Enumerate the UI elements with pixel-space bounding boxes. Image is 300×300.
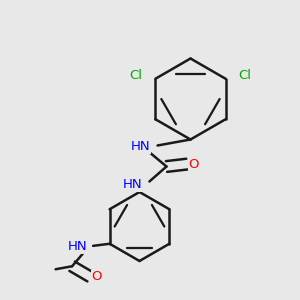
Text: O: O	[188, 158, 199, 171]
Text: O: O	[92, 270, 102, 283]
Text: HN: HN	[68, 240, 87, 253]
Text: HN: HN	[122, 178, 142, 191]
Text: Cl: Cl	[130, 69, 142, 82]
Text: HN: HN	[130, 140, 150, 154]
Text: Cl: Cl	[238, 69, 251, 82]
